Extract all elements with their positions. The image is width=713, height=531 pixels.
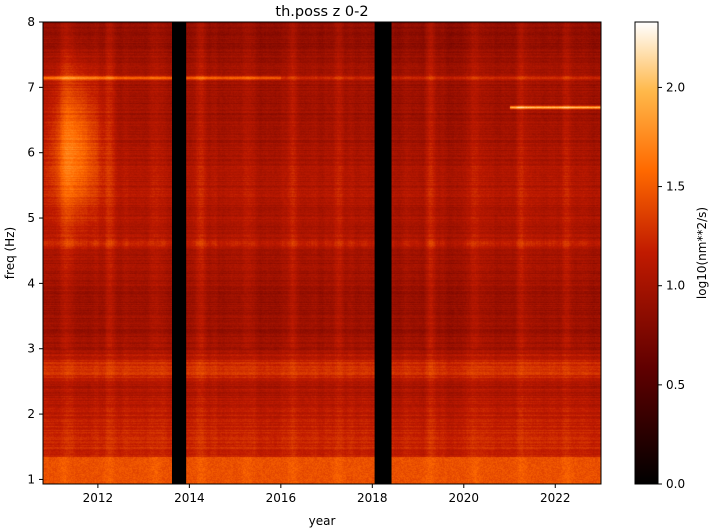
heatmap-image [43,22,601,484]
y-tick-label: 2 [27,407,35,421]
colorbar-tick-label: 0.5 [666,378,685,392]
colorbar-tick-label: 1.0 [666,279,685,293]
x-tick-label: 2014 [174,491,205,505]
data-gap-band [374,22,392,484]
y-tick-label: 4 [27,276,35,290]
chart-title: th.poss z 0-2 [275,4,368,20]
x-tick-label: 2016 [266,491,297,505]
colorbar-tick-label: 2.0 [666,80,685,94]
y-tick-label: 7 [27,80,35,94]
y-tick-label: 8 [27,15,35,29]
y-tick-label: 1 [27,472,35,486]
data-gaps [171,22,392,484]
plot-frame [42,21,602,485]
x-axis-label: year [309,514,336,528]
data-gap-band [171,22,187,484]
x-tick-label: 2018 [357,491,388,505]
colorbar-axis: 0.0 0.5 1.0 1.5 2.0 [658,80,685,491]
y-axis-label: freq (Hz) [3,227,17,279]
colorbar-tick-label: 1.5 [666,180,685,194]
y-tick-label: 5 [27,211,35,225]
colorbar-tick-label: 0.0 [666,477,685,491]
y-axis: 1 2 3 4 5 6 7 8 [27,15,43,486]
x-tick-label: 2020 [449,491,480,505]
colorbar [634,21,659,485]
x-axis: 2012 2014 2016 2018 2020 2022 [83,484,571,505]
heatmap-area [43,22,601,484]
x-tick-label: 2012 [83,491,114,505]
colorbar-label: log10(nm**2/s) [695,207,709,299]
y-tick-label: 3 [27,342,35,356]
x-tick-label: 2022 [540,491,571,505]
y-tick-label: 6 [27,146,35,160]
